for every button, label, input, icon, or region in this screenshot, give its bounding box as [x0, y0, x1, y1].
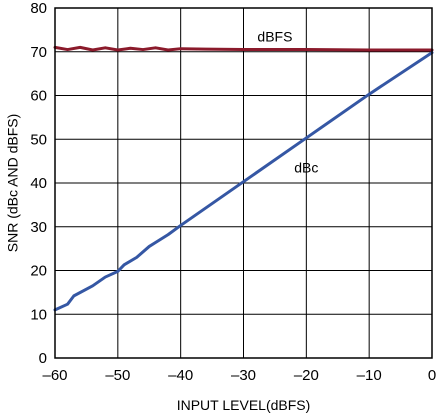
x-tick-label: –20	[294, 367, 319, 384]
y-tick-label: 50	[30, 131, 47, 148]
y-tick-label: 70	[30, 44, 47, 61]
y-tick-label: 40	[30, 175, 47, 192]
series-lines	[53, 45, 434, 312]
y-axis-label: SNR (dBc AND dBFS)	[5, 114, 21, 252]
x-tick-label: 0	[428, 367, 436, 384]
series-label-dbfs: dBFS	[257, 28, 292, 44]
y-tick-label: 0	[39, 350, 47, 367]
y-tick-label: 20	[30, 263, 47, 280]
y-tick-label: 80	[30, 0, 47, 17]
x-tick-label: –10	[357, 367, 382, 384]
x-tick-label: –30	[231, 367, 256, 384]
y-tick-labels: 0 10 20 30 40 50 60 70 80	[30, 0, 47, 367]
plot-frame	[54, 7, 433, 359]
x-tick-label: –50	[105, 367, 130, 384]
x-axis-label: INPUT LEVEL(dBFS)	[177, 397, 311, 413]
y-tick-label: 60	[30, 88, 47, 105]
series-line-dbfs	[53, 45, 434, 52]
x-tick-label: –60	[42, 367, 67, 384]
series-labels: dBFS dBc	[257, 28, 318, 175]
y-tick-label: 10	[30, 306, 47, 323]
series-line-dbc	[53, 51, 434, 312]
x-tick-label: –40	[168, 367, 193, 384]
x-tick-labels: –60 –50 –40 –30 –20 –10 0	[42, 367, 436, 384]
y-tick-label: 30	[30, 219, 47, 236]
series-label-dbc: dBc	[294, 160, 318, 176]
